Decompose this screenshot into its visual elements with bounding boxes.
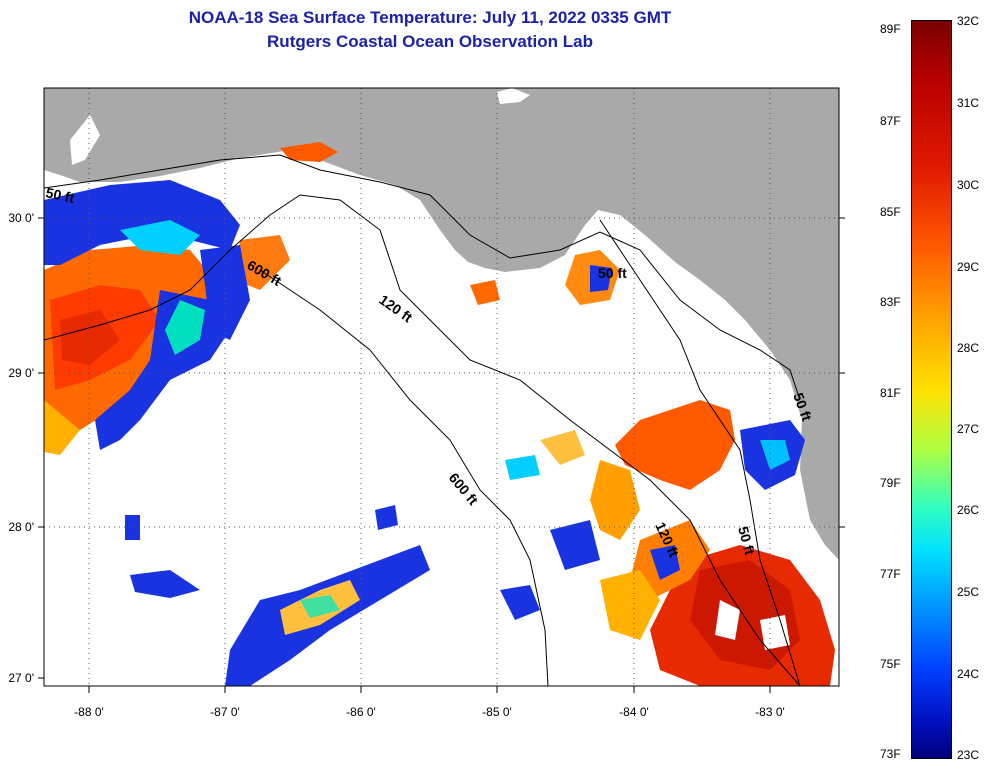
colorbar-f-label: 85F (880, 205, 901, 219)
lon-tick-label: -84 0' (619, 705, 649, 719)
temperature-colorbar (911, 20, 952, 759)
cloud-patch (497, 88, 530, 104)
lat-tick-label: 29 0' (8, 366, 34, 380)
colorbar-f-label: 87F (880, 114, 901, 128)
colorbar-c-label: 25C (957, 585, 980, 599)
colorbar-c-label: 23C (957, 748, 980, 762)
map-border (43, 87, 840, 687)
map-subtitle: Rutgers Coastal Ocean Observation Lab (267, 32, 593, 51)
colorbar-f-label: 79F (880, 476, 901, 490)
colorbar-f-label: 75F (880, 657, 901, 671)
lat-tick-label: 28 0' (8, 520, 34, 534)
colorbar-f-label: 83F (880, 295, 901, 309)
lon-tick-label: -86 0' (346, 705, 376, 719)
colorbar-c-label: 30C (957, 178, 980, 192)
lat-tick-label: 30 0' (8, 211, 34, 225)
colorbar-c-label: 28C (957, 341, 980, 355)
contour-label: 50 ft (735, 525, 758, 557)
lon-tick-label: -88 0' (74, 705, 104, 719)
lat-tick-label: 27 0' (8, 671, 34, 685)
colorbar-c-label: 29C (957, 260, 980, 274)
depth-contours (44, 154, 801, 686)
colorbar-f-label: 81F (880, 386, 901, 400)
colorbar-f-label: 89F (880, 22, 901, 36)
colorbar-c-label: 32C (957, 14, 980, 28)
land-mass (44, 88, 839, 560)
lon-tick-label: -83 0' (755, 705, 785, 719)
lon-tick-label: -85 0' (482, 705, 512, 719)
contour-label: 50 ft (44, 184, 76, 206)
colorbar-c-label: 24C (957, 667, 980, 681)
map-title: NOAA-18 Sea Surface Temperature: July 11… (188, 8, 672, 27)
cloud-patch (70, 115, 100, 165)
colorbar-c-label: 27C (957, 422, 980, 436)
tick-marks (38, 217, 845, 693)
sst-east-warm (470, 250, 835, 686)
colorbar-c-label: 31C (957, 96, 980, 110)
colorbar-f-label: 77F (880, 567, 901, 581)
colorbar-f-label: 73F (880, 747, 901, 761)
sst-west-warm (44, 142, 338, 455)
sst-south-patches (125, 430, 600, 686)
lon-tick-label: -87 0' (210, 705, 240, 719)
contour-label: 50 ft (598, 265, 627, 281)
colorbar-c-label: 26C (957, 503, 980, 517)
